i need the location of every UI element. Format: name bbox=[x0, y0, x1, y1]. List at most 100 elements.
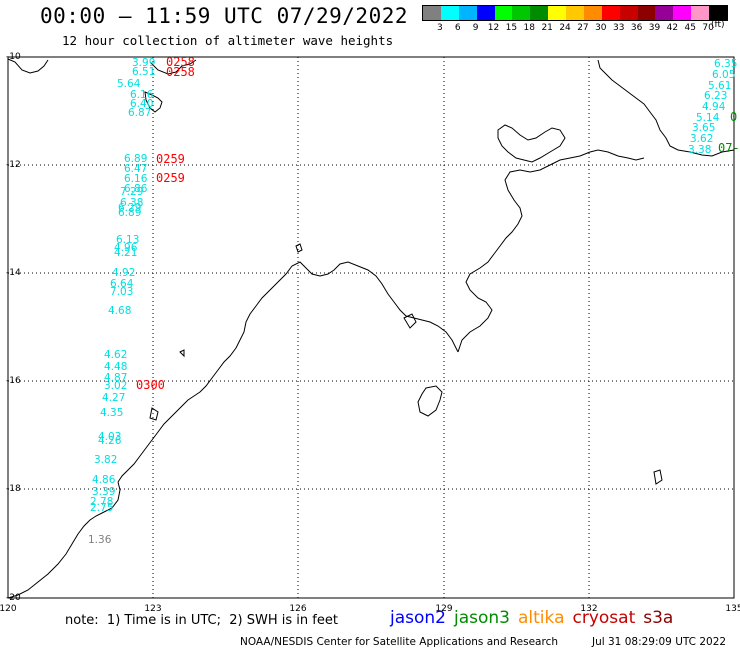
wave-height-label: 6.35 bbox=[714, 58, 737, 70]
wave-height-labels: 3.996.515.646.166.406.876.896.476.166.86… bbox=[88, 57, 737, 546]
legend-swatch bbox=[709, 6, 727, 20]
lat-label: -12 bbox=[6, 160, 21, 170]
legend-swatch bbox=[476, 6, 495, 20]
legend-swatch bbox=[619, 6, 638, 20]
legend-unit: (ft) bbox=[711, 20, 725, 30]
wave-height-label: 6.05 bbox=[712, 69, 735, 81]
wave-height-label: 4.21 bbox=[114, 247, 137, 259]
lon-label: 123 bbox=[144, 604, 161, 614]
wave-height-label: 6.51 bbox=[132, 66, 155, 78]
wave-height-label: 6.13 bbox=[116, 234, 139, 246]
legend-swatch bbox=[458, 6, 477, 20]
wave-height-label: 6.38 bbox=[120, 197, 143, 209]
legend-swatch bbox=[601, 6, 620, 20]
wave-height-label: 4.92 bbox=[112, 267, 135, 279]
wave-height-label: 6.40 bbox=[130, 98, 153, 110]
mission-jason3: jason3 bbox=[454, 608, 510, 628]
wave-height-label: 4.27 bbox=[102, 392, 125, 404]
credit-text: NOAA/NESDIS Center for Satellite Applica… bbox=[240, 636, 558, 648]
coast-kimberley-west bbox=[7, 481, 121, 599]
wave-height-label: 4.68 bbox=[108, 305, 131, 317]
wave-height-label: 5.61 bbox=[708, 80, 731, 92]
legend-label: 45 bbox=[684, 23, 696, 33]
lat-label: -18 bbox=[6, 484, 21, 494]
lat-label: -10 bbox=[6, 52, 21, 62]
lon-label: 126 bbox=[289, 604, 306, 614]
wave-height-label: 3.99 bbox=[132, 57, 155, 69]
legend-label: 21 bbox=[541, 23, 553, 33]
mission-altika: altika bbox=[518, 608, 565, 628]
legend-label: 27 bbox=[577, 23, 589, 33]
coast-bathurst-spit bbox=[144, 91, 163, 113]
wave-height-label: 6.87 bbox=[128, 107, 151, 119]
wave-height-label: 1.36 bbox=[88, 534, 112, 546]
wave-height-label: 3.02 bbox=[104, 380, 127, 392]
legend-label: 24 bbox=[559, 23, 571, 33]
mission-legend: jason2 jason3 altika cryosat s3a bbox=[390, 608, 681, 628]
lon-label: 135 bbox=[725, 604, 740, 614]
coastline bbox=[7, 58, 735, 599]
wave-height-label: 3.65 bbox=[692, 122, 715, 134]
map-frame bbox=[7, 56, 735, 599]
wave-height-label: 2.75 bbox=[90, 502, 113, 514]
wave-height-label: 4.96 bbox=[114, 242, 138, 254]
legend-label: 3 bbox=[437, 23, 443, 33]
map-subtitle: 12 hour collection of altimeter wave hei… bbox=[62, 33, 394, 48]
coast-melville-island bbox=[149, 59, 197, 75]
lat-label: -14 bbox=[6, 268, 21, 278]
axis-labels: 120 123 126 129 132 135 -10 -12 -14 -16 -18 -20 bbox=[0, 52, 740, 614]
legend-label: 6 bbox=[454, 23, 461, 33]
map-title: 00:00 – 11:59 UTC 07/29/2022 bbox=[40, 4, 409, 28]
legend-label: 70 bbox=[702, 23, 714, 33]
wave-height-label: 4.26 bbox=[98, 435, 122, 447]
legend-swatch bbox=[512, 6, 531, 20]
wave-height-label: 7.29 bbox=[120, 186, 143, 198]
wave-height-label: 4.86 bbox=[92, 474, 116, 486]
legend-label: 9 bbox=[472, 23, 479, 33]
lon-label: 120 bbox=[0, 604, 17, 614]
wave-height-label: 5.14 bbox=[696, 112, 720, 124]
lon-label: 132 bbox=[580, 604, 597, 614]
lat-label: -20 bbox=[6, 593, 21, 603]
legend-label: 33 bbox=[612, 23, 625, 33]
wave-height-label: 4.35 bbox=[100, 407, 123, 419]
legend-swatch bbox=[548, 6, 566, 20]
time-label: 07- bbox=[718, 141, 740, 155]
wave-height-label: 6.29 bbox=[118, 202, 141, 214]
wave-height-label: 6.89 bbox=[124, 153, 147, 165]
time-label: 0300 bbox=[136, 378, 165, 392]
time-label: 0259 bbox=[156, 171, 185, 185]
mission-cryosat: cryosat bbox=[572, 608, 636, 628]
coast-joseph-bonaparte bbox=[117, 261, 459, 483]
wave-height-label: 6.47 bbox=[124, 163, 147, 175]
legend-swatch bbox=[440, 6, 459, 20]
wave-height-label: 4.87 bbox=[104, 372, 127, 384]
lat-label: -16 bbox=[6, 376, 21, 386]
time-label: 0258 bbox=[166, 55, 195, 69]
legend-swatch bbox=[583, 6, 602, 20]
coast-arnhem-land bbox=[597, 59, 735, 157]
coast-islands-d bbox=[403, 313, 417, 329]
wave-height-label: 6.64 bbox=[110, 278, 134, 290]
legend-swatch bbox=[530, 6, 549, 20]
wave-height-label: 7.03 bbox=[110, 286, 133, 298]
legend-swatch bbox=[566, 6, 584, 20]
legend-swatch bbox=[655, 6, 674, 20]
legend-swatch bbox=[637, 6, 656, 20]
wave-height-label: 6.89 bbox=[118, 207, 141, 219]
legend-label: 15 bbox=[505, 23, 518, 33]
coast-kimberley-north bbox=[7, 58, 49, 74]
wave-height-label: 3.39 bbox=[92, 486, 115, 498]
time-label: 0258 bbox=[166, 65, 195, 79]
legend-label: 18 bbox=[523, 23, 536, 33]
wave-height-label: 3.82 bbox=[94, 454, 117, 466]
coast-islands-b bbox=[417, 385, 443, 417]
footer-note: note: 1) Time is in UTC; 2) SWH is in fe… bbox=[65, 613, 338, 628]
wave-height-label: 2.78 bbox=[90, 496, 113, 508]
wave-height-label: 6.23 bbox=[704, 90, 727, 102]
coast-islands-f bbox=[179, 349, 185, 358]
time-label: 0 bbox=[730, 110, 737, 124]
legend-label: 36 bbox=[630, 23, 643, 33]
